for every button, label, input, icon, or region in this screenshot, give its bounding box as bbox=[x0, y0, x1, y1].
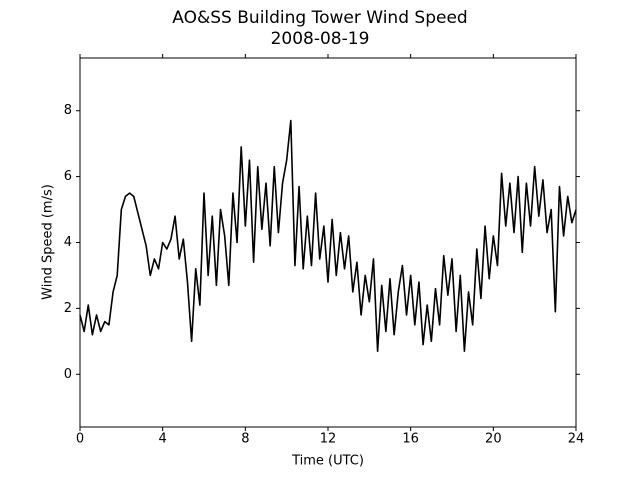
y-tick-label: 6 bbox=[64, 169, 72, 184]
x-tick-label: 0 bbox=[76, 432, 84, 447]
x-tick-label: 16 bbox=[402, 432, 419, 447]
y-tick-label: 4 bbox=[64, 235, 72, 250]
x-axis-label: Time (UTC) bbox=[291, 454, 364, 469]
x-tick-label: 12 bbox=[320, 432, 337, 447]
y-axis-label: Wind Speed (m/s) bbox=[41, 184, 56, 300]
data-line bbox=[79, 119, 577, 353]
y-tick-label: 0 bbox=[64, 367, 72, 382]
x-tick-label: 20 bbox=[485, 432, 502, 447]
chart-title: AO&SS Building Tower Wind Speed bbox=[172, 8, 467, 28]
x-tick-label: 8 bbox=[241, 432, 249, 447]
x-tick-label: 24 bbox=[568, 432, 585, 447]
y-tick-label: 2 bbox=[64, 301, 72, 316]
plot-frame bbox=[79, 57, 577, 428]
chart-subtitle: 2008-08-19 bbox=[271, 29, 370, 49]
y-tick-label: 8 bbox=[64, 103, 72, 118]
x-tick-label: 4 bbox=[159, 432, 167, 447]
